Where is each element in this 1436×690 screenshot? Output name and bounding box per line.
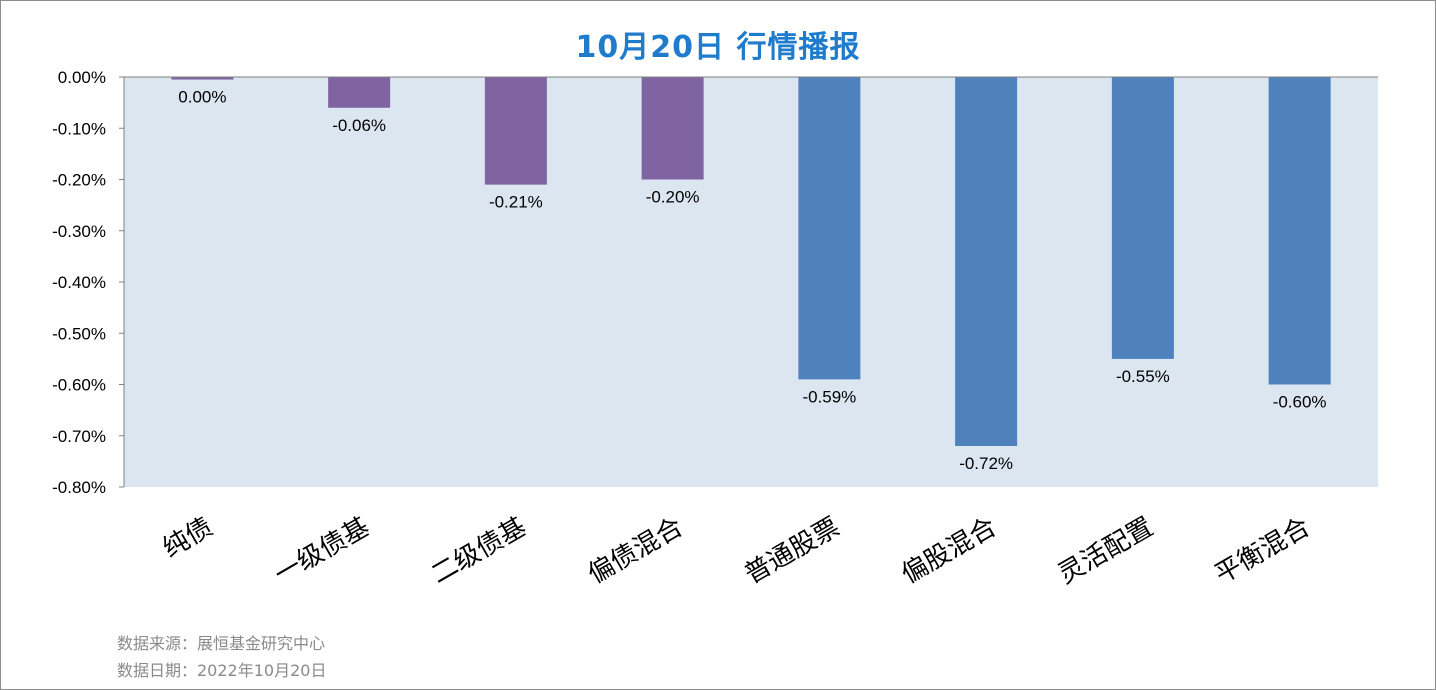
y-tick-label: -0.10%: [52, 119, 106, 138]
bar-1: [171, 77, 234, 80]
bar-5: [798, 77, 861, 380]
category-label: 平衡混合: [1210, 512, 1315, 590]
bar-2: [328, 77, 391, 108]
y-tick-label: -0.20%: [52, 171, 106, 190]
y-tick-label: 0.00%: [58, 68, 106, 87]
data-label: -0.60%: [1273, 393, 1327, 412]
bar-3: [484, 77, 547, 185]
category-label: 灵活配置: [1053, 512, 1158, 590]
category-label: 普通股票: [740, 512, 845, 590]
data-label: -0.55%: [1116, 367, 1170, 386]
data-label: -0.20%: [646, 188, 700, 207]
data-source-note: 数据来源：展恒基金研究中心: [117, 634, 326, 653]
y-tick-label: -0.30%: [52, 222, 106, 241]
data-label: 0.00%: [178, 88, 226, 107]
bar-4: [641, 77, 704, 180]
category-label: 纯债: [158, 512, 218, 564]
data-label: -0.72%: [959, 454, 1013, 473]
data-label: -0.06%: [332, 116, 386, 135]
category-label: 偏股混合: [897, 512, 1002, 590]
y-tick-label: -0.70%: [52, 427, 106, 446]
data-date-note: 数据日期：2022年10月20日: [117, 661, 327, 680]
category-label: 偏债混合: [583, 512, 688, 590]
chart-title: 10月20日 行情播报: [575, 30, 861, 65]
plot-area: [124, 77, 1378, 487]
y-tick-label: -0.80%: [52, 478, 106, 497]
data-label: -0.21%: [489, 193, 543, 212]
bar-8: [1268, 77, 1331, 385]
category-label: 一级债基: [270, 512, 375, 590]
y-tick-label: -0.60%: [52, 376, 106, 395]
data-label: -0.59%: [802, 387, 856, 406]
y-tick-label: -0.50%: [52, 324, 106, 343]
category-label: 二级债基: [426, 512, 531, 590]
bar-7: [1111, 77, 1174, 359]
y-tick-label: -0.40%: [52, 273, 106, 292]
bar-6: [955, 77, 1018, 446]
